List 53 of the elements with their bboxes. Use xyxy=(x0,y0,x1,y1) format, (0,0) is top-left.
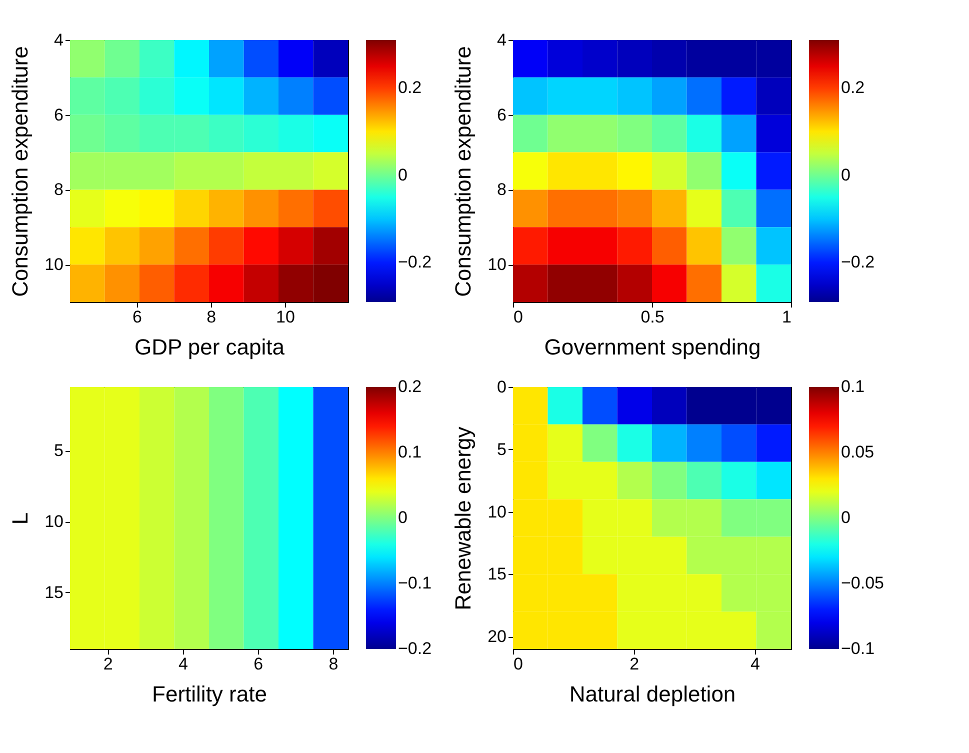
y-tick-label: 6 xyxy=(54,105,64,124)
color-bar-label: 0.2 xyxy=(398,377,422,396)
x-tick-label: 4 xyxy=(178,654,188,674)
x-tick-label: 10 xyxy=(276,308,295,326)
x-axis-title: GDP per capita xyxy=(134,334,286,360)
x-axis-title: Natural depletion xyxy=(569,682,736,706)
color-bar-label: −0.1 xyxy=(841,639,875,658)
y-tick-label: 6 xyxy=(497,105,506,124)
x-tick-label: 0 xyxy=(514,308,523,326)
color-bar-label: 0 xyxy=(398,165,408,184)
y-tick-label: 10 xyxy=(488,502,506,522)
y-tick-label: 5 xyxy=(497,440,506,459)
x-axis-title: Fertility rate xyxy=(152,682,267,706)
x-tick-label: 0.5 xyxy=(640,308,664,326)
color-bar-label: 0 xyxy=(841,165,850,184)
x-tick-label: 0 xyxy=(514,654,523,674)
color-bar-label: −0.2 xyxy=(398,252,432,272)
y-tick-label: 0 xyxy=(497,378,506,396)
color-bar-label: −0.2 xyxy=(398,639,432,658)
color-bar-label: 0.1 xyxy=(398,442,422,462)
y-tick-label: 15 xyxy=(44,582,64,602)
x-tick-label: 4 xyxy=(750,654,760,674)
y-axis-title: Renewable energy xyxy=(450,426,476,610)
color-bar-label: 0.2 xyxy=(398,78,422,98)
y-tick-label: 5 xyxy=(54,441,64,460)
color-bar-label: −0.05 xyxy=(841,574,884,592)
x-tick-label: 2 xyxy=(103,654,113,674)
x-axis-title: Government spending xyxy=(544,334,761,360)
color-bar-label: 0 xyxy=(841,508,850,527)
y-axis-title: Consumption expenditure xyxy=(8,46,33,297)
y-tick-label: 8 xyxy=(54,180,64,200)
y-tick-label: 4 xyxy=(54,30,64,50)
color-bar-label: −0.1 xyxy=(398,574,432,592)
y-tick-label: 4 xyxy=(497,30,506,50)
x-tick-label: 8 xyxy=(328,654,338,674)
y-tick-label: 10 xyxy=(44,512,64,532)
y-tick-label: 10 xyxy=(44,255,64,274)
y-axis-title: Consumption expenditure xyxy=(450,46,476,297)
color-bar-label: 0.2 xyxy=(841,78,865,98)
color-bar-label: 0.1 xyxy=(841,377,865,396)
y-axis-title: L xyxy=(8,512,33,525)
y-tick-label: 15 xyxy=(488,564,506,584)
y-tick-label: 8 xyxy=(497,180,506,200)
x-tick-label: 8 xyxy=(206,308,216,326)
x-tick-label: 1 xyxy=(782,308,792,326)
y-tick-label: 10 xyxy=(488,255,506,274)
color-bar-label: 0 xyxy=(398,508,408,527)
color-bar-label: −0.2 xyxy=(841,252,875,272)
x-tick-label: 6 xyxy=(254,654,264,674)
x-tick-label: 6 xyxy=(132,308,142,326)
color-bar-label: 0.05 xyxy=(841,442,874,462)
y-tick-label: 20 xyxy=(488,627,506,646)
x-tick-label: 2 xyxy=(630,654,640,674)
